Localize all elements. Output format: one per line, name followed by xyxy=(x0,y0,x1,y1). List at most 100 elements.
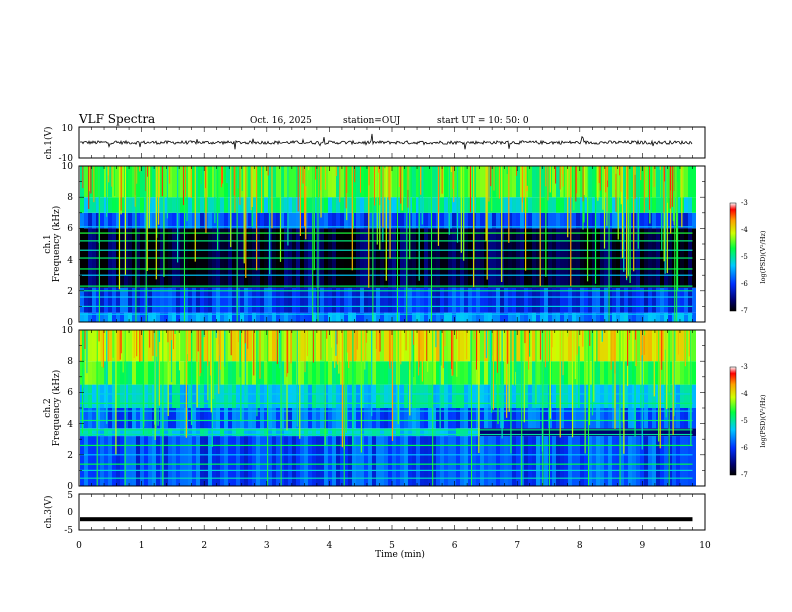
spectrogram-cell xyxy=(112,197,116,213)
spectrogram-cell xyxy=(332,436,336,486)
sferic-streak xyxy=(317,166,319,322)
spectrogram-cell xyxy=(180,361,184,385)
spectrogram-cell xyxy=(624,287,628,313)
ch1-spectrogram-ylabel-freq: Frequency (kHz) xyxy=(51,206,62,283)
spectrogram-cell xyxy=(136,361,140,385)
spectrogram-cell xyxy=(172,197,176,213)
spectrogram-cell xyxy=(664,436,668,486)
spectrogram-cell xyxy=(80,436,84,486)
spectrogram-cell xyxy=(220,197,224,213)
spectrogram-cell xyxy=(96,436,100,486)
spectrogram-cell xyxy=(604,197,608,213)
sferic-streak xyxy=(183,166,185,191)
sferic-streak xyxy=(674,166,676,322)
spectrogram-cell xyxy=(352,330,356,362)
spectrogram-cell xyxy=(300,361,304,385)
spectrogram-cell xyxy=(476,361,480,385)
spectrogram-cell xyxy=(176,408,180,429)
spectrogram-cell xyxy=(644,384,648,408)
x-tick-label: 10 xyxy=(699,541,711,551)
spectrogram-cell xyxy=(684,212,688,229)
spectrogram-cell xyxy=(316,408,320,429)
spectrogram-cell xyxy=(316,436,320,486)
spectrogram-cell xyxy=(352,166,356,198)
spectrogram-cell xyxy=(456,287,460,313)
sferic-streak xyxy=(305,166,307,240)
spectrogram-cell xyxy=(352,384,356,408)
spectrogram-cell xyxy=(268,312,272,322)
spectrogram-cell xyxy=(212,166,216,198)
interference-line xyxy=(80,402,693,404)
spectrogram-cell xyxy=(564,361,568,385)
sferic-streak xyxy=(524,166,527,271)
spectrogram-cell xyxy=(200,212,204,229)
sferic-streak xyxy=(432,330,434,486)
spectrogram-cell xyxy=(100,212,104,229)
spectrogram-cell xyxy=(564,408,568,429)
spectrogram-cell xyxy=(104,212,108,229)
spectrogram-cell xyxy=(560,408,564,429)
ch1-colorbar xyxy=(729,202,737,312)
spectrogram-cell xyxy=(372,330,376,362)
spectrogram-cell xyxy=(136,312,140,322)
sferic-streak xyxy=(93,166,95,203)
spectrogram-cell xyxy=(448,436,452,486)
spectrogram-cell xyxy=(292,436,296,486)
spectrogram-cell xyxy=(384,428,388,437)
spectrogram-cell xyxy=(508,361,512,385)
spectrogram-cell xyxy=(552,197,556,213)
spectrogram-cell xyxy=(568,428,572,437)
sferic-streak xyxy=(615,166,617,212)
spectrogram-cell xyxy=(96,197,100,213)
ch1-ytick-top: 10 xyxy=(62,124,74,134)
spectrogram-cell xyxy=(312,287,316,313)
sferic-streak xyxy=(379,166,381,250)
spectrogram-cell xyxy=(216,312,220,322)
spectrogram-cell xyxy=(416,287,420,313)
spectrogram-cell xyxy=(452,361,456,385)
spectrogram-cell xyxy=(172,287,176,313)
spectrogram-cell xyxy=(440,197,444,213)
sferic-streak xyxy=(559,330,561,438)
spectrogram-cell xyxy=(108,436,112,486)
spectrogram-cell xyxy=(364,436,368,486)
spectrogram-cell xyxy=(664,197,668,213)
spectrogram-cell xyxy=(276,166,280,198)
spectrogram-cell xyxy=(348,166,352,198)
sferic-streak xyxy=(456,166,459,243)
sferic-streak xyxy=(389,330,391,366)
spectrogram-cell xyxy=(264,361,268,385)
spectrogram-cell xyxy=(572,330,576,362)
spectrogram-cell xyxy=(504,287,508,313)
spectrogram-cell xyxy=(536,312,540,322)
spectrogram-cell xyxy=(444,408,448,429)
spectrogram-cell xyxy=(308,361,312,385)
interference-line xyxy=(80,454,693,456)
spectrogram-cell xyxy=(516,361,520,385)
sferic-streak xyxy=(634,166,636,199)
spectrogram-cell xyxy=(148,197,152,213)
sferic-streak xyxy=(297,166,299,212)
spectrogram-cell xyxy=(180,330,184,362)
spectrogram-cell xyxy=(516,197,520,213)
sferic-streak xyxy=(418,330,420,376)
spectrogram-cell xyxy=(392,166,396,198)
sferic-streak xyxy=(610,330,612,370)
spectrogram-cell xyxy=(376,436,380,486)
spectrogram-cell xyxy=(380,384,384,408)
spectrogram-cell xyxy=(312,408,316,429)
spectrogram-cell xyxy=(508,212,512,229)
sferic-streak xyxy=(306,330,308,357)
sferic-streak xyxy=(239,166,241,205)
spectrogram-cell xyxy=(440,436,444,486)
interference-line xyxy=(80,313,693,315)
spectrogram-cell xyxy=(576,287,580,313)
sferic-streak xyxy=(508,166,510,243)
spectrogram-cell xyxy=(472,436,476,486)
spectrogram-cell xyxy=(264,197,268,213)
spectrogram-cell xyxy=(500,312,504,322)
sferic-streak xyxy=(290,330,292,364)
spectrogram-cell xyxy=(92,312,96,322)
sferic-streak xyxy=(466,330,468,360)
spectrogram-cell xyxy=(356,330,360,362)
